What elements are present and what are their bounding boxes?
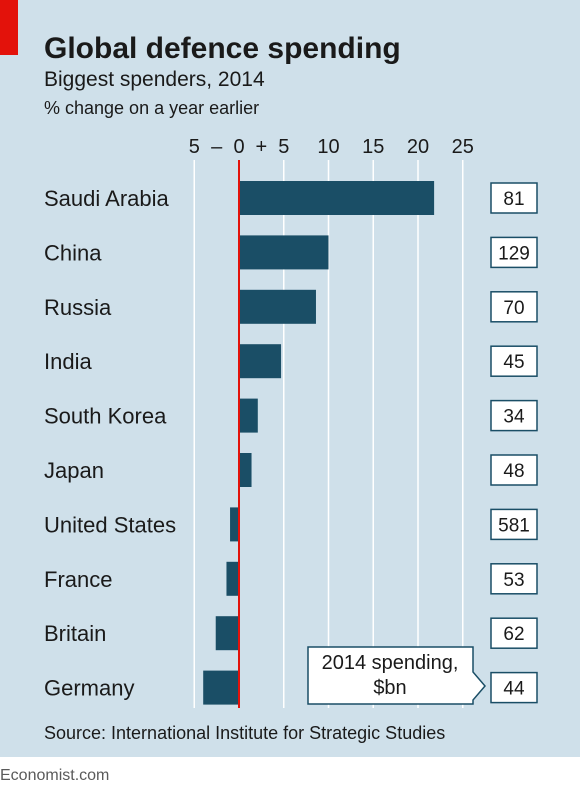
side-value-box [490,617,538,649]
side-value-label: 62 [503,624,524,645]
callout-box [307,646,486,705]
side-value-box [490,454,538,486]
x-tick-sign: – [211,136,223,158]
side-value-label: 48 [503,461,524,482]
x-tick-label: 5 [189,136,200,158]
callout-label: $bn [373,677,406,699]
side-value-label: 45 [503,352,524,373]
side-value-label: 34 [503,407,525,428]
category-label: China [44,240,102,265]
side-value-label: 129 [498,243,530,264]
bar [203,670,239,705]
x-tick-sign: + [256,136,268,158]
side-value-box [490,236,538,269]
side-value-label: 581 [498,515,530,536]
chart-subtitle: Biggest spenders, 2014 [44,68,265,91]
category-label: Japan [44,458,104,483]
category-labels: Saudi Arabia China Russia India South Korea J… [44,186,176,701]
category-label: Germany [44,676,134,701]
x-tick-label: 25 [452,136,474,158]
x-tick-label: 10 [317,136,339,158]
side-value-box [490,563,538,595]
side-value-label: 44 [503,679,525,700]
side-value-label: 53 [503,570,524,591]
x-axis-ticks: 5 0 5 10 15 20 25 – + [189,136,474,158]
bar [239,289,316,324]
bar [239,453,252,487]
category-label: Britain [44,621,106,646]
side-value-label: 70 [503,298,524,319]
category-label: United States [44,512,176,537]
side-values-callout: 2014 spending, $bn [307,646,486,705]
bar [230,507,239,542]
source-note: Source: International Institute for Stra… [44,723,445,743]
category-label: France [44,567,112,592]
bars [203,160,435,708]
bar [239,235,329,270]
category-label: Saudi Arabia [44,186,170,211]
x-tick-label: 5 [278,136,289,158]
chart-background [0,0,580,757]
x-tick-label: 20 [407,136,429,158]
callout-label: 2014 spending, [322,652,459,674]
category-label: India [44,349,92,374]
bar [239,344,282,379]
branding: Economist.com [0,767,109,784]
side-value-box [490,345,538,377]
bar [239,398,258,433]
side-value-label: 81 [503,189,524,210]
x-tick-label: 0 [233,136,244,158]
side-value-box [490,182,538,214]
chart-title: Global defence spending [44,32,401,65]
side-value-box [490,291,538,323]
accent-tag [0,0,18,55]
unit-label: % change on a year earlier [44,98,259,118]
x-tick-label: 15 [362,136,384,158]
side-value-box [490,508,538,541]
side-value-box [490,399,538,432]
side-value-boxes: 81 129 70 45 34 48 581 53 62 44 [490,182,538,704]
side-value-box [490,671,538,704]
category-label: Russia [44,295,112,320]
category-label: South Korea [44,404,167,429]
bar [226,561,239,596]
bar [215,616,239,651]
bar [239,181,435,215]
